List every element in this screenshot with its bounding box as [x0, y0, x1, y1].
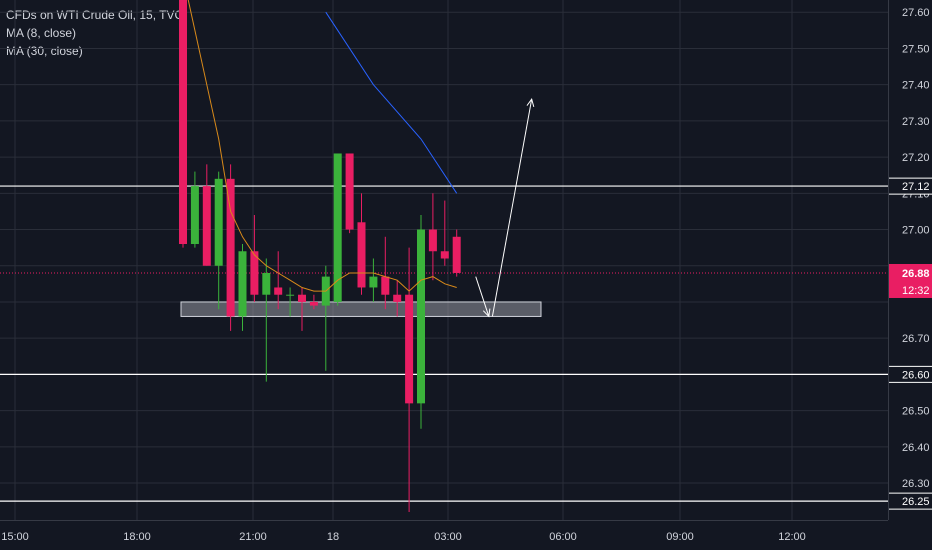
y-tick-label: 27.30 [902, 116, 930, 128]
x-tick-label: 15:00 [1, 531, 29, 543]
candle-body [357, 222, 366, 288]
candle-body [238, 251, 247, 317]
arrow-head [526, 98, 535, 107]
candle-body [202, 186, 211, 266]
legend-ma8[interactable]: MA (8, close) [6, 26, 77, 40]
y-tick-label: 26.50 [902, 406, 930, 418]
x-tick-label: 18 [327, 531, 339, 543]
candle-body [417, 229, 425, 404]
candle-body [214, 178, 223, 266]
level-label-bg [889, 366, 932, 383]
y-tick-label: 27.40 [902, 80, 930, 92]
candle-body [190, 186, 199, 245]
y-tick-label: 26.40 [902, 442, 930, 454]
legend-symbol[interactable]: CFDs on WTI Crude Oil, 15, TVC [6, 8, 184, 22]
ma30-line [325, 11, 458, 194]
candle-body [428, 229, 437, 252]
candle-body [369, 276, 378, 288]
x-tick-label: 06:00 [549, 531, 577, 543]
candle-body [381, 276, 390, 295]
level-label-bg [889, 493, 932, 510]
current-price-badge [889, 263, 932, 298]
x-tick-label: 18:00 [123, 531, 151, 543]
x-tick-label: 09:00 [666, 531, 694, 543]
y-tick-label: 26.70 [902, 333, 930, 345]
level-price-label: 26.60 [902, 369, 930, 381]
candle-body [250, 251, 259, 295]
current-price-label: 26.88 [902, 268, 930, 280]
x-tick-label: 03:00 [434, 531, 462, 543]
arrow-line [475, 276, 490, 317]
y-tick-label: 27.00 [902, 225, 930, 237]
legend-ma30[interactable]: MA (30, close) [6, 44, 83, 58]
y-tick-label: 27.20 [902, 152, 930, 164]
candle-body [262, 272, 271, 295]
candle-body [226, 178, 235, 317]
y-tick-label: 26.30 [902, 478, 930, 490]
candle-body [333, 153, 342, 302]
candle-body [405, 294, 414, 404]
arrow-line [491, 99, 533, 317]
level-price-label: 27.12 [902, 181, 930, 193]
candle-body [345, 153, 354, 230]
y-tick-label: 27.60 [902, 7, 930, 19]
candle-body [298, 294, 306, 302]
candle-body [440, 251, 449, 259]
x-tick-label: 21:00 [239, 531, 267, 543]
candle-body [179, 0, 187, 245]
candle-body [393, 294, 402, 302]
ma8-line [187, 0, 457, 292]
level-price-label: 26.25 [902, 496, 930, 508]
support-zone [180, 301, 542, 317]
candle-body [274, 287, 283, 295]
arrow-head [482, 308, 491, 318]
candle-body [309, 301, 318, 306]
candle-body [286, 294, 295, 296]
countdown-label: 12:32 [902, 285, 930, 297]
chart-legend: CFDs on WTI Crude Oil, 15, TVC MA (8, cl… [6, 6, 183, 60]
x-tick-label: 12:00 [778, 531, 806, 543]
y-tick-label: 27.50 [902, 43, 930, 55]
candle-body [452, 236, 461, 273]
level-label-bg [889, 178, 932, 195]
